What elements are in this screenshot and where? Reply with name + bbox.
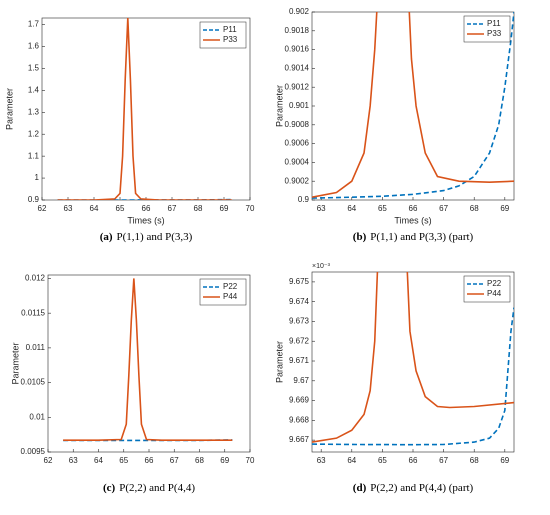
caption: (a) P(1,1) and P(3,3) xyxy=(100,231,193,243)
y-tick-label: 1.4 xyxy=(28,85,40,94)
y-tick-label: 9.668 xyxy=(289,415,310,424)
x-tick-label: 62 xyxy=(38,204,47,213)
caption-text: P(1,1) and P(3,3) xyxy=(117,231,193,243)
caption-label: (b) xyxy=(353,231,367,243)
y-tick-label: 0.9002 xyxy=(285,176,310,185)
y-tick-label: 9.674 xyxy=(289,297,310,306)
x-tick-label: 63 xyxy=(317,204,326,213)
y-tick-label: 0.012 xyxy=(25,274,46,283)
panel: 62 63 64 65 66 67 68 69 70 0.0095 0.01 0.0105 0.011 0… xyxy=(10,274,255,494)
y-tick-label: 1.2 xyxy=(28,129,40,138)
y-exponent: ×10⁻³ xyxy=(312,263,331,270)
legend-label: P11 xyxy=(487,19,501,28)
x-tick-label: 63 xyxy=(64,204,73,213)
x-tick-label: 68 xyxy=(470,456,479,465)
y-tick-label: 1.1 xyxy=(28,151,40,160)
x-tick-label: 69 xyxy=(500,204,509,213)
y-tick-label: 0.9014 xyxy=(285,64,310,73)
x-tick-label: 62 xyxy=(44,456,53,465)
y-tick-label: 1.3 xyxy=(28,107,40,116)
x-tick-label: 63 xyxy=(317,456,326,465)
caption: (d)P(2,2) and P(4,4) (part) xyxy=(353,482,474,494)
caption-label: (d) xyxy=(353,482,367,494)
caption-label: (c) xyxy=(103,482,116,494)
y-tick-label: 0.011 xyxy=(26,343,46,352)
y-tick-label: 0.0095 xyxy=(21,447,46,456)
x-tick-label: 65 xyxy=(378,204,387,213)
y-tick-label: 0.9 xyxy=(298,195,310,204)
caption-label: (a) xyxy=(100,231,113,243)
legend-label: P11 xyxy=(223,25,237,34)
y-tick-label: 0.9018 xyxy=(285,26,310,35)
panel: 62 63 64 65 66 67 68 69 70 0.9 1 1.1 1.2 1.3 1.4 1.5 1.6… xyxy=(4,18,255,243)
panel: 63 64 65 66 67 68 69 0.9 0.9002 0.9004 0.9006 0.900… xyxy=(274,0,514,243)
x-tick-label: 66 xyxy=(409,204,418,213)
x-tick-label: 65 xyxy=(116,204,125,213)
x-tick-label: 67 xyxy=(439,204,448,213)
x-tick-label: 68 xyxy=(194,204,203,213)
caption: (b)P(1,1) and P(3,3) (part) xyxy=(353,231,474,243)
legend-label: P22 xyxy=(487,279,502,288)
y-tick-label: 9.672 xyxy=(289,336,310,345)
x-axis-label: Times (s) xyxy=(127,215,164,225)
caption: (c)P(2,2) and P(4,4) xyxy=(103,482,195,494)
y-tick-label: 0.902 xyxy=(289,7,310,16)
x-tick-label: 67 xyxy=(439,456,448,465)
y-tick-label: 9.675 xyxy=(289,277,310,286)
x-tick-label: 65 xyxy=(119,456,128,465)
x-tick-label: 68 xyxy=(195,456,204,465)
y-axis-label: Parameter xyxy=(10,342,20,384)
x-tick-label: 67 xyxy=(168,204,177,213)
x-tick-label: 69 xyxy=(500,456,509,465)
x-tick-label: 64 xyxy=(347,456,356,465)
y-tick-label: 0.9004 xyxy=(285,158,310,167)
x-tick-label: 69 xyxy=(220,204,229,213)
y-tick-label: 1.7 xyxy=(28,20,40,29)
y-tick-label: 9.667 xyxy=(289,435,310,444)
y-tick-label: 0.9 xyxy=(28,195,40,204)
y-tick-label: 9.67 xyxy=(293,376,309,385)
x-tick-label: 66 xyxy=(145,456,154,465)
y-tick-label: 1.5 xyxy=(28,64,40,73)
y-axis-label: Parameter xyxy=(4,88,14,130)
y-axis-label: Parameter xyxy=(274,85,284,127)
y-tick-label: 0.9012 xyxy=(285,82,310,91)
x-tick-label: 67 xyxy=(170,456,179,465)
y-tick-label: 9.673 xyxy=(289,317,310,326)
caption-text: P(2,2) and P(4,4) (part) xyxy=(370,482,473,494)
x-tick-label: 64 xyxy=(90,204,99,213)
x-tick-label: 69 xyxy=(220,456,229,465)
y-tick-label: 0.901 xyxy=(289,101,310,110)
y-tick-label: 0.9016 xyxy=(285,45,310,54)
x-tick-label: 70 xyxy=(246,204,255,213)
x-tick-label: 64 xyxy=(94,456,103,465)
x-axis-label: Times (s) xyxy=(394,215,431,225)
x-tick-label: 63 xyxy=(69,456,78,465)
y-tick-label: 0.9006 xyxy=(285,139,310,148)
x-tick-label: 66 xyxy=(409,456,418,465)
legend-label: P33 xyxy=(223,35,238,44)
x-tick-label: 70 xyxy=(246,456,255,465)
x-tick-label: 68 xyxy=(470,204,479,213)
y-tick-label: 0.0105 xyxy=(21,378,46,387)
y-tick-label: 0.9008 xyxy=(285,120,310,129)
caption-text: P(2,2) and P(4,4) xyxy=(119,482,195,494)
y-tick-label: 1.6 xyxy=(28,42,40,51)
x-tick-label: 65 xyxy=(378,456,387,465)
x-tick-label: 66 xyxy=(142,204,151,213)
legend-label: P22 xyxy=(223,282,238,291)
x-tick-label: 64 xyxy=(347,204,356,213)
legend-label: P44 xyxy=(487,289,502,298)
y-tick-label: 0.01 xyxy=(29,412,45,421)
y-tick-label: 1 xyxy=(35,173,40,182)
y-tick-label: 9.669 xyxy=(289,396,310,405)
y-tick-label: 0.0115 xyxy=(21,308,45,317)
legend-label: P44 xyxy=(223,292,238,301)
legend-label: P33 xyxy=(487,29,502,38)
caption-text: P(1,1) and P(3,3) (part) xyxy=(370,231,473,243)
y-axis-label: Parameter xyxy=(274,341,284,383)
y-tick-label: 9.671 xyxy=(289,356,310,365)
